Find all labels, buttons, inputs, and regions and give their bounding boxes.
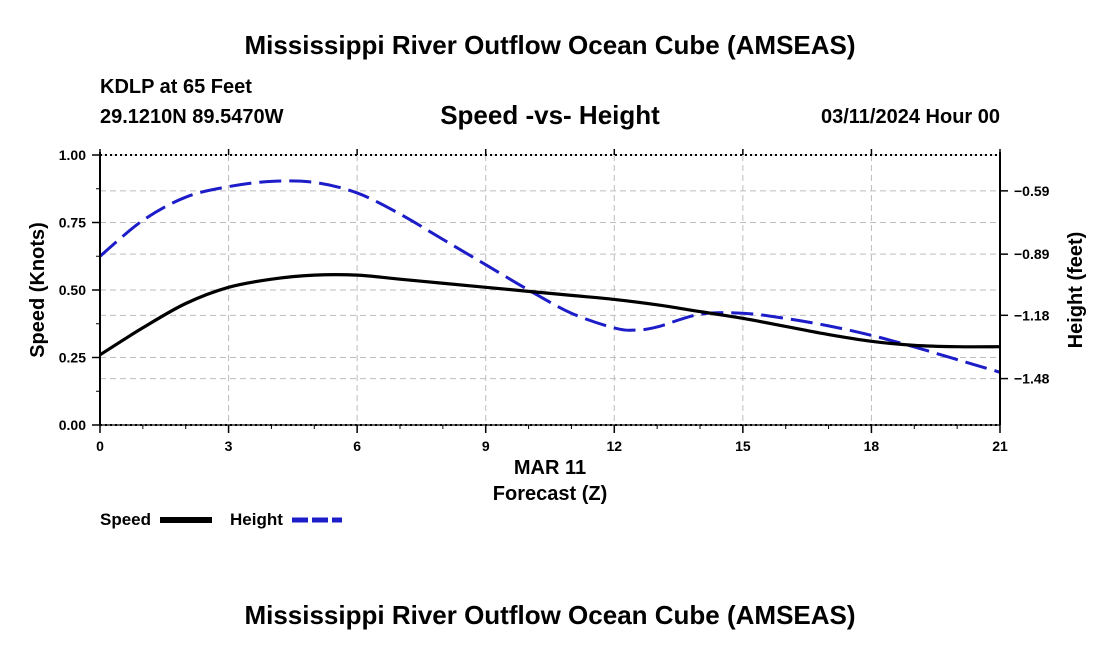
x-tick-label: 18 xyxy=(864,438,880,454)
y-tick-label: 0.75 xyxy=(59,215,86,231)
y2-tick-label: −1.18 xyxy=(1014,307,1050,323)
series-layer xyxy=(99,179,1001,374)
x-tick-label: 15 xyxy=(735,438,751,454)
x-tick-label: 21 xyxy=(992,438,1008,454)
grid xyxy=(99,154,1001,426)
datetime-label: 03/11/2024 Hour 00 xyxy=(820,106,1000,128)
y-tick-label: 0.00 xyxy=(59,417,86,433)
axes xyxy=(92,149,1008,433)
x-tick-label: 3 xyxy=(225,438,233,454)
y2-tick-label: −0.89 xyxy=(1014,246,1050,262)
main-title: Mississippi River Outflow Ocean Cube (AM… xyxy=(244,30,856,60)
x-tick-label: 6 xyxy=(353,438,361,454)
y-tick-label: 0.25 xyxy=(59,350,86,366)
y2-tick-label: −1.48 xyxy=(1014,371,1050,387)
x-axis-title: Forecast (Z) xyxy=(493,483,607,505)
coordinates-label: 29.1210N 89.5470W xyxy=(100,106,284,128)
x-tick-label: 9 xyxy=(482,438,490,454)
series-line-height xyxy=(99,179,1001,374)
series-line-speed xyxy=(99,273,1001,357)
y-axis-title: Speed (Knots) xyxy=(27,222,49,358)
x-date-label: MAR 11 xyxy=(514,457,586,479)
x-tick-label: 0 xyxy=(96,438,104,454)
x-tick-label: 12 xyxy=(606,438,622,454)
y-tick-label: 0.50 xyxy=(59,282,86,298)
y2-tick-label: −0.59 xyxy=(1014,183,1050,199)
legend-height-label: Height xyxy=(230,510,283,529)
legend-speed-label: Speed xyxy=(100,510,152,529)
chart-subtitle: Speed -vs- Height xyxy=(440,100,660,130)
tick-labels: 0 3 6 9 12 15 18 21 0.00 0.25 0.50 0.75 1.00 −0.59 −0.… xyxy=(59,147,1050,454)
y2-axis-title: Height (feet) xyxy=(1065,232,1087,349)
footer-title: Mississippi River Outflow Ocean Cube (AM… xyxy=(244,600,856,630)
y-tick-label: 1.00 xyxy=(59,147,86,163)
station-label: KDLP at 65 Feet xyxy=(100,76,252,98)
